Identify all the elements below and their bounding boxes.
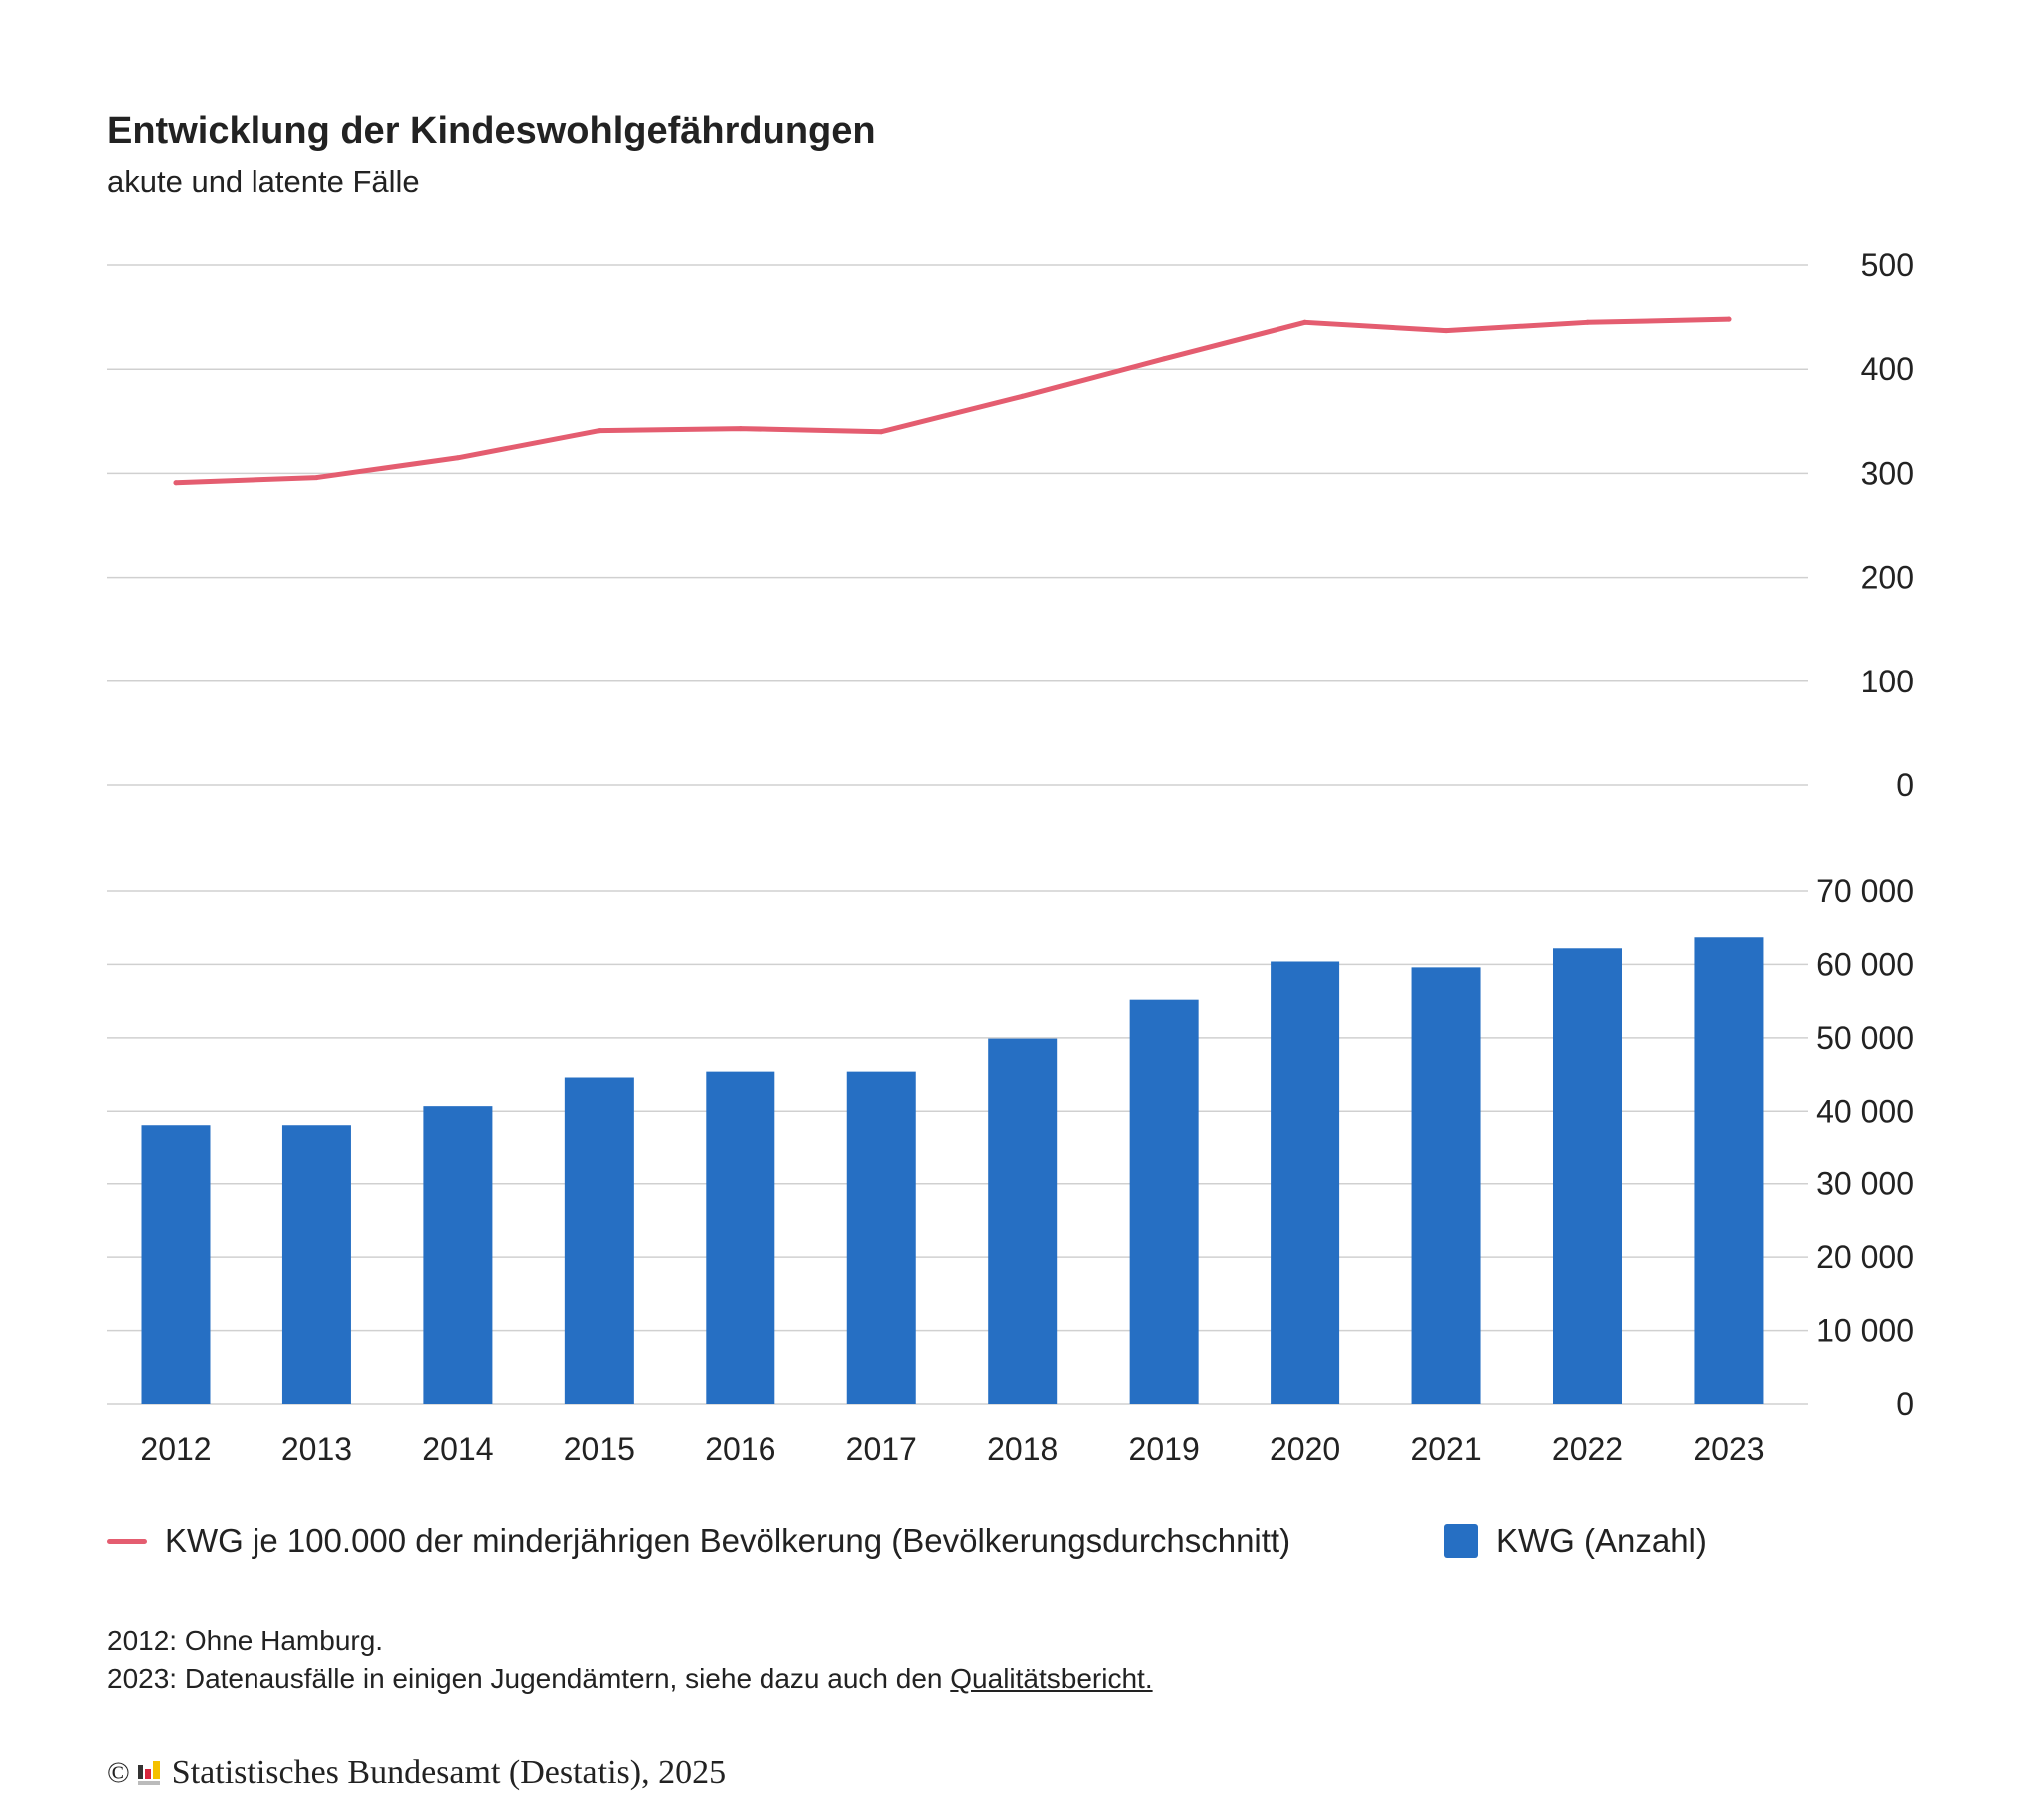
destatis-logo-icon	[136, 1759, 164, 1787]
bar-chart-series	[141, 937, 1764, 1404]
line-point-2022[interactable]	[1585, 319, 1590, 325]
bar-y-tick-label: 30 000	[1816, 1166, 1914, 1202]
source-footer: © Statistisches Bundesamt (Destatis), 20…	[107, 1754, 726, 1792]
legend-item-bar[interactable]: KWG (Anzahl)	[1444, 1522, 1707, 1560]
line-series-path	[173, 316, 1732, 486]
bar-2015[interactable]	[564, 1077, 634, 1404]
bar-2017[interactable]	[846, 1071, 916, 1404]
legend: KWG je 100.000 der minderjährigen Bevölk…	[107, 1522, 1903, 1572]
legend-line-icon	[107, 1538, 147, 1544]
qualitaetsbericht-link[interactable]: Qualitätsbericht.	[950, 1663, 1153, 1694]
bar-y-tick-label: 20 000	[1816, 1239, 1914, 1275]
x-tick-label: 2015	[564, 1431, 635, 1467]
x-tick-label: 2014	[422, 1431, 493, 1467]
bar-chart-y-axis: 0 10 000 20 000 30 000 40 000 50 000 60 000 70 …	[1816, 873, 1914, 1422]
x-tick-label: 2023	[1693, 1431, 1764, 1467]
line-point-2019[interactable]	[1161, 356, 1167, 362]
footnote-2012: 2012: Ohne Hamburg.	[107, 1625, 384, 1656]
line-y-tick-label: 500	[1861, 247, 1914, 283]
footnotes: 2012: Ohne Hamburg. 2023: Datenausfälle …	[107, 1622, 1153, 1698]
legend-label-bar: KWG (Anzahl)	[1496, 1522, 1707, 1559]
x-tick-label: 2016	[705, 1431, 775, 1467]
legend-item-line[interactable]: KWG je 100.000 der minderjährigen Bevölk…	[107, 1522, 1290, 1560]
bar-y-tick-label: 10 000	[1816, 1313, 1914, 1349]
line-point-2023[interactable]	[1726, 316, 1732, 322]
line-chart-series	[173, 316, 1732, 486]
x-tick-label: 2012	[140, 1431, 211, 1467]
bar-2023[interactable]	[1694, 937, 1764, 1404]
line-chart-y-axis: 0 100 200 300 400 500	[1861, 247, 1914, 803]
x-tick-label: 2020	[1270, 1431, 1340, 1467]
line-y-tick-label: 400	[1861, 351, 1914, 387]
bar-chart-grid	[107, 890, 1808, 1405]
bar-2022[interactable]	[1553, 948, 1622, 1404]
footnote-2023-text: 2023: Datenausfälle in einigen Jugendämt…	[107, 1663, 951, 1694]
line-point-2017[interactable]	[878, 429, 884, 435]
source-text: Statistisches Bundesamt (Destatis), 2025	[171, 1754, 727, 1791]
line-point-2021[interactable]	[1443, 328, 1449, 334]
bar-y-tick-label: 0	[1896, 1386, 1914, 1422]
chart-subtitle: akute und latente Fälle	[107, 164, 420, 199]
bar-2014[interactable]	[423, 1106, 493, 1404]
x-axis: 2012 2013 2014 2015 2016 2017 2018 2019 2020 2021…	[140, 1431, 1764, 1467]
footnote-2023: 2023: Datenausfälle in einigen Jugendämt…	[107, 1660, 1153, 1698]
bar-y-tick-label: 70 000	[1816, 873, 1914, 909]
x-tick-label: 2013	[281, 1431, 352, 1467]
line-point-2018[interactable]	[1020, 393, 1026, 399]
copyright-icon: ©	[107, 1756, 130, 1789]
bar-2018[interactable]	[988, 1038, 1058, 1404]
bar-y-tick-label: 60 000	[1816, 946, 1914, 982]
legend-label-line: KWG je 100.000 der minderjährigen Bevölk…	[165, 1522, 1291, 1559]
line-point-2012[interactable]	[173, 480, 179, 486]
line-point-2014[interactable]	[455, 455, 461, 461]
line-y-tick-label: 200	[1861, 560, 1914, 596]
line-y-tick-label: 100	[1861, 664, 1914, 699]
x-tick-label: 2017	[846, 1431, 917, 1467]
bar-2016[interactable]	[706, 1071, 775, 1404]
x-tick-label: 2018	[987, 1431, 1058, 1467]
bar-y-tick-label: 40 000	[1816, 1093, 1914, 1129]
line-point-2015[interactable]	[596, 428, 602, 434]
bar-y-tick-label: 50 000	[1816, 1020, 1914, 1056]
line-chart-grid	[107, 264, 1808, 786]
bar-2012[interactable]	[141, 1125, 211, 1404]
x-tick-label: 2021	[1410, 1431, 1481, 1467]
bar-2021[interactable]	[1411, 967, 1481, 1404]
bar-2019[interactable]	[1129, 999, 1199, 1404]
line-y-tick-label: 0	[1896, 767, 1914, 803]
bar-2013[interactable]	[281, 1125, 351, 1404]
legend-square-icon	[1444, 1524, 1478, 1558]
line-point-2013[interactable]	[313, 475, 319, 481]
x-tick-label: 2019	[1129, 1431, 1200, 1467]
chart-title: Entwicklung der Kindeswohlgefährdungen	[107, 110, 876, 152]
bar-2020[interactable]	[1271, 961, 1340, 1404]
line-y-tick-label: 300	[1861, 455, 1914, 491]
x-tick-label: 2022	[1552, 1431, 1623, 1467]
line-point-2020[interactable]	[1302, 319, 1308, 325]
line-point-2016[interactable]	[738, 426, 744, 432]
